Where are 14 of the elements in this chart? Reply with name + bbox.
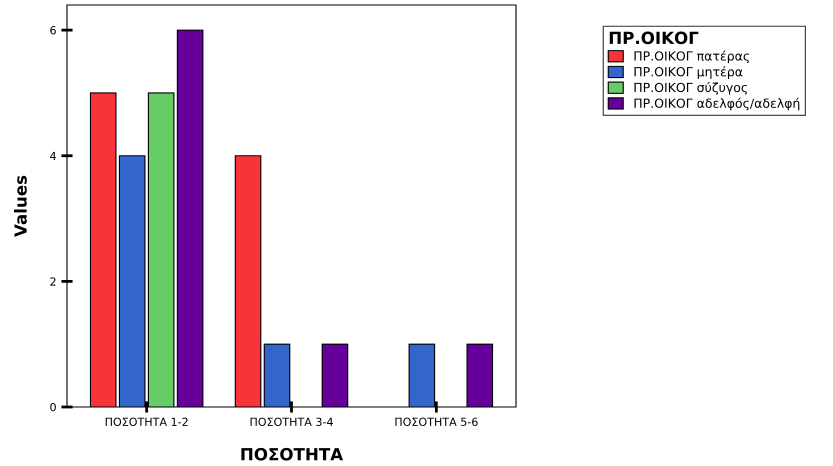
y-tick-label: 2 bbox=[50, 277, 56, 286]
y-tick-label: 4 bbox=[50, 152, 56, 160]
x-tick-label: ΠΟΣΟΤΗΤΑ 1-2 bbox=[106, 418, 188, 426]
legend-label: ΠΡ.ΟΙΚΟΓ πατέρας bbox=[634, 50, 749, 64]
x-tick-label: ΠΟΣΟΤΗΤΑ 5-6 bbox=[395, 418, 478, 426]
legend-title: ΠΡ.ΟΙΚΟΓ bbox=[610, 32, 698, 44]
y-tick-label: 6 bbox=[50, 26, 56, 35]
legend-label: ΠΡ.ΟΙΚΟΓ αδελφός/αδελφή bbox=[634, 98, 800, 110]
y-tick-label: 0 bbox=[50, 402, 56, 412]
legend-label: ΠΡ.ΟΙΚΟΓ σύζυγος bbox=[634, 82, 747, 95]
x-tick-label: ΠΟΣΟΤΗΤΑ 3-4 bbox=[250, 418, 333, 426]
x-axis-title: ΠΟΣΟΤΗΤΑ bbox=[241, 448, 344, 461]
legend-label: ΠΡ.ΟΙΚΟΓ μητέρα bbox=[634, 66, 742, 79]
y-axis-title: Values bbox=[14, 176, 27, 237]
